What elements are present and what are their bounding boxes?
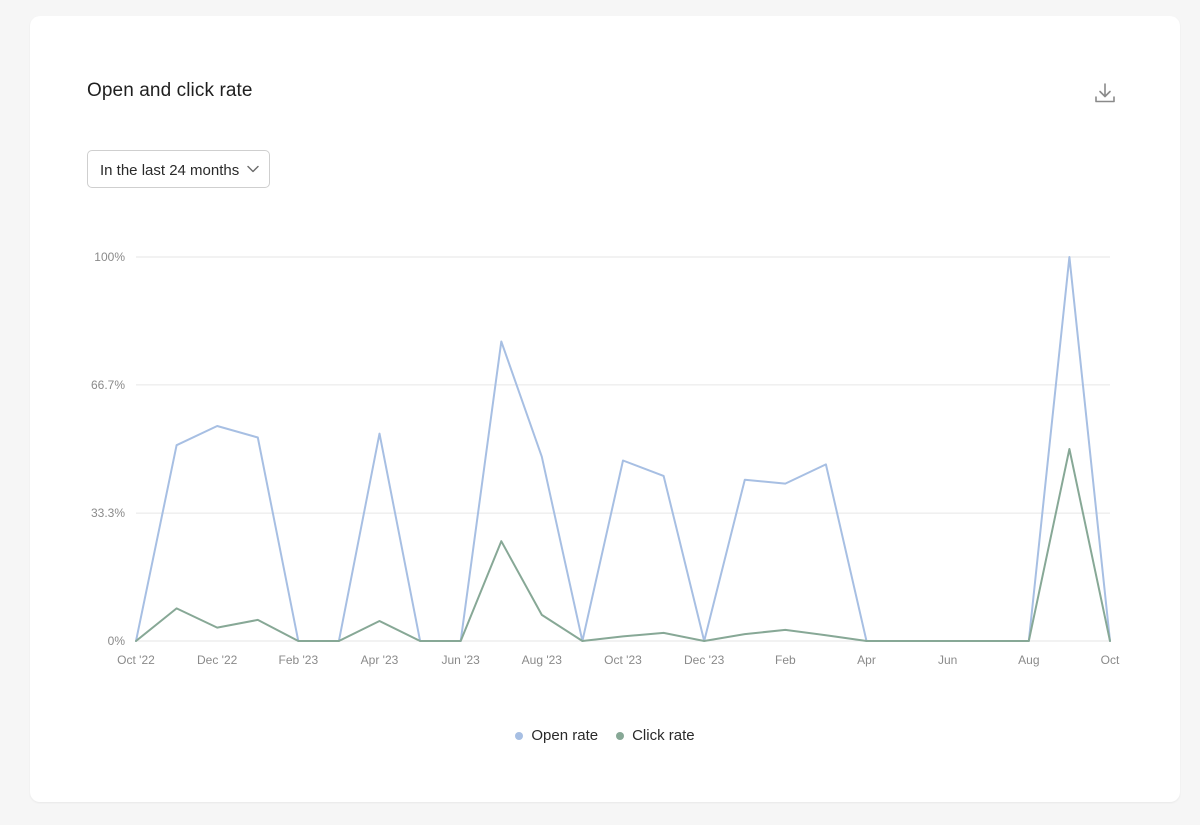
- x-tick-label: Aug '23: [522, 653, 563, 667]
- legend-item-click-rate[interactable]: Click rate: [616, 727, 695, 744]
- x-tick-label: Feb '23: [279, 653, 319, 667]
- y-tick-label: 100%: [94, 250, 125, 264]
- x-tick-label: Oct '22: [117, 653, 155, 667]
- chevron-down-icon: [247, 165, 259, 173]
- series-line-click-rate: [135, 448, 1111, 642]
- x-tick-label: Oct '23: [604, 653, 642, 667]
- x-tick-label: Feb: [775, 653, 796, 667]
- y-tick-label: 66.7%: [91, 378, 125, 392]
- chart-card: Open and click rate In the last 24 month…: [30, 16, 1180, 802]
- download-icon[interactable]: [1092, 80, 1118, 106]
- x-tick-label: Apr: [857, 653, 876, 667]
- line-chart: 0% 33.3% 66.7% 100% Oct '22 Dec '22 Feb '23 Apr…: [91, 250, 1120, 667]
- x-tick-label: Jun '23: [442, 653, 481, 667]
- x-tick-label: Dec '23: [684, 653, 725, 667]
- series-line-open-rate: [135, 256, 1111, 642]
- x-tick-label: Aug: [1018, 653, 1039, 667]
- x-tick-label: Dec '22: [197, 653, 238, 667]
- legend-dot-open-rate: [515, 731, 524, 740]
- x-tick-label: Oct: [1101, 653, 1120, 667]
- y-tick-label: 0%: [108, 634, 126, 648]
- legend-item-open-rate[interactable]: Open rate: [515, 727, 598, 744]
- card-title: Open and click rate: [87, 80, 253, 101]
- x-tick-label: Apr '23: [361, 653, 399, 667]
- legend-dot-click-rate: [616, 731, 625, 740]
- chart-legend: Open rate Click rate: [30, 727, 1180, 744]
- legend-label-click-rate: Click rate: [632, 727, 695, 744]
- date-range-label: In the last 24 months: [100, 162, 240, 179]
- date-range-select[interactable]: In the last 24 months: [87, 150, 270, 188]
- x-tick-label: Jun: [938, 653, 957, 667]
- legend-label-open-rate: Open rate: [531, 727, 599, 744]
- y-tick-label: 33.3%: [91, 506, 125, 520]
